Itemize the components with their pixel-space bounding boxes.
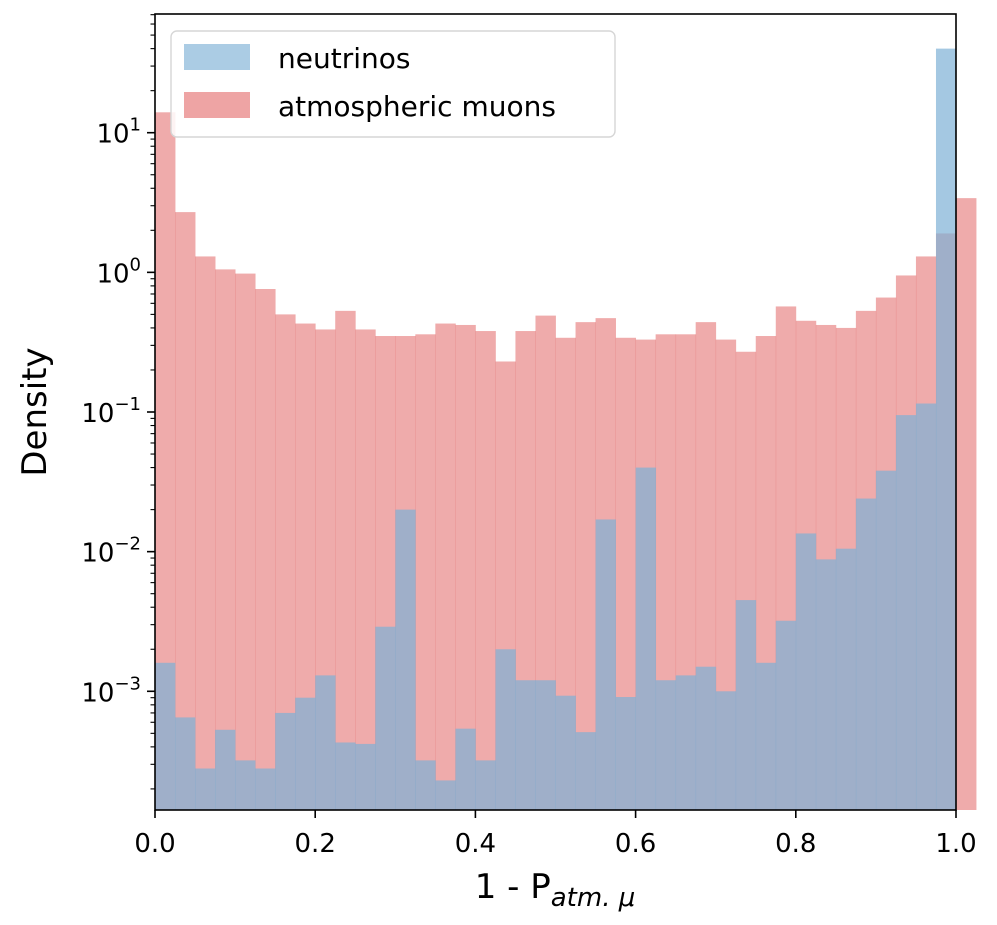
y-tick-label: 100	[96, 254, 141, 289]
muon-bar	[175, 212, 196, 811]
x-tick-label: 0.4	[455, 829, 496, 859]
muon-bar	[295, 323, 316, 810]
neutrino-bar	[655, 680, 677, 810]
neutrino-bar	[735, 600, 757, 810]
neutrino-bar	[275, 712, 296, 810]
neutrino-bar	[895, 415, 917, 810]
muon-bar	[956, 198, 977, 810]
neutrino-bar	[235, 760, 256, 810]
neutrino-bar	[635, 467, 657, 810]
muon-bar	[575, 322, 596, 810]
neutrino-bar	[675, 675, 697, 810]
neutrino-bar	[415, 760, 436, 810]
neutrino-bar	[595, 519, 616, 810]
neutrino-bar	[855, 498, 877, 810]
x-axis-label: 1 - Patm. μ	[475, 867, 636, 913]
neutrino-bar	[755, 662, 777, 810]
neutrino-bar	[915, 403, 937, 810]
legend-label: neutrinos	[278, 42, 410, 75]
muon-bar	[275, 314, 296, 810]
neutrino-bar	[455, 728, 476, 810]
muon-bar	[435, 323, 456, 810]
neutrino-bar	[315, 675, 336, 810]
muon-bar	[255, 289, 276, 810]
muon-bar	[215, 269, 236, 810]
y-tick-label: 101	[96, 115, 141, 150]
neutrino-bar	[435, 780, 456, 810]
muon-bar	[415, 334, 436, 810]
neutrino-bar	[395, 509, 416, 810]
neutrino-bar	[555, 695, 576, 810]
neutrino-bar	[375, 626, 396, 810]
neutrino-bar	[815, 559, 837, 810]
muon-bar	[155, 112, 176, 811]
neutrino-bar	[495, 649, 516, 810]
neutrino-bar	[295, 697, 316, 810]
x-tick-label: 0.6	[615, 829, 656, 859]
muon-bar	[335, 310, 356, 810]
x-tick-label: 0.8	[775, 829, 816, 859]
neutrino-bar	[715, 691, 737, 810]
muon-bar	[555, 337, 576, 810]
neutrino-bar	[615, 697, 637, 810]
neutrino-bar	[355, 743, 376, 810]
neutrino-bar	[515, 680, 536, 810]
muon-bar	[355, 329, 376, 810]
neutrino-bar	[875, 470, 897, 810]
legend-swatch	[184, 44, 250, 70]
neutrino-bar	[795, 533, 817, 810]
legend: neutrinos atmospheric muons	[170, 30, 616, 138]
x-axis-label-main: 1 - P	[475, 867, 551, 907]
neutrino-bar	[255, 768, 276, 810]
x-tick-label: 0.2	[295, 829, 336, 859]
neutrino-bar	[695, 666, 717, 810]
legend-swatch	[184, 92, 250, 118]
legend-label: atmospheric muons	[278, 90, 556, 123]
muon-bar	[455, 324, 476, 810]
muon-bar	[235, 273, 256, 811]
neutrino-bar	[155, 662, 176, 810]
neutrino-bar	[935, 48, 957, 811]
muon-bar	[195, 256, 216, 810]
neutrino-bar	[175, 717, 196, 810]
axes: 0.0 0.2 0.4 0.6 0.8 1.0 101 100 10−1 10−2 10−3	[81, 13, 977, 859]
neutrino-bar	[195, 768, 216, 810]
neutrino-bar	[775, 620, 797, 810]
neutrino-bar	[215, 729, 236, 810]
y-axis-label: Density	[15, 347, 55, 476]
neutrino-bar	[475, 760, 496, 810]
muon-bar	[615, 337, 637, 810]
y-tick-label: 10−3	[81, 673, 141, 708]
legend-box	[170, 30, 616, 138]
x-tick-label: 0.0	[134, 829, 175, 859]
neutrino-bar	[535, 680, 556, 810]
y-tick-label: 10−1	[81, 394, 141, 429]
neutrino-bars	[155, 48, 957, 811]
y-tick-label: 10−2	[81, 534, 141, 569]
neutrino-bar	[575, 732, 596, 810]
x-axis-label-subscript: atm. μ	[551, 883, 636, 913]
muon-bar	[475, 331, 496, 810]
neutrino-bar	[835, 548, 857, 810]
neutrino-bar	[335, 742, 356, 810]
x-tick-label: 1.0	[935, 829, 976, 859]
